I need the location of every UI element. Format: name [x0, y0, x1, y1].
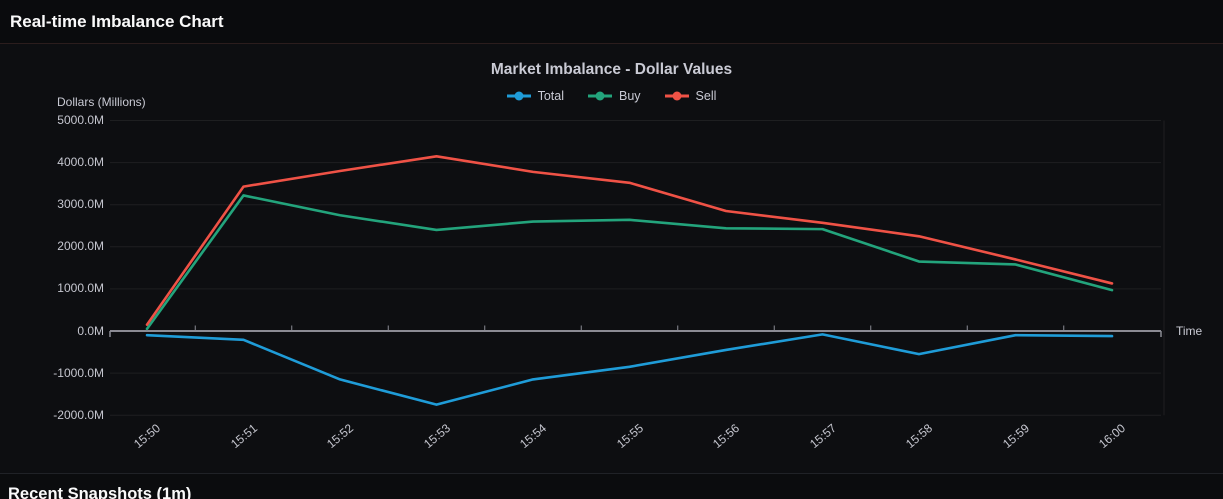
- y-tick-label: -2000.0M: [53, 407, 104, 422]
- chart-title: Market Imbalance - Dollar Values: [490, 61, 733, 78]
- series-line-sell: [145, 154, 1114, 326]
- section-footer: Recent Snapshots (1m): [0, 473, 1223, 499]
- section-title-recent-snapshots: Recent Snapshots (1m): [8, 485, 192, 499]
- legend-item-total[interactable]: Total: [506, 89, 564, 103]
- page-header: Real-time Imbalance Chart: [0, 0, 1223, 44]
- y-tick-label: 3000.0M: [57, 197, 104, 212]
- series-line-total: [145, 333, 1114, 406]
- legend-item-sell[interactable]: Sell: [664, 89, 717, 103]
- series-line-buy: [145, 194, 1114, 331]
- y-tick-label: 0.0M: [77, 323, 104, 338]
- legend-marker-total-icon: [506, 91, 531, 101]
- legend-label: Sell: [695, 89, 717, 103]
- y-axis-title: Dollars (Millions): [57, 95, 146, 109]
- legend-marker-sell-icon: [664, 91, 689, 101]
- y-tick-label: 5000.0M: [57, 113, 104, 127]
- legend-label: Buy: [619, 89, 641, 103]
- legend-marker-buy-icon: [588, 91, 612, 101]
- page-title: Real-time Imbalance Chart: [10, 12, 224, 31]
- chart-legend: Total Buy Sell: [0, 89, 1223, 103]
- x-axis-title: Time: [1176, 324, 1203, 338]
- y-tick-label: 2000.0M: [57, 239, 104, 254]
- y-tick-label: 1000.0M: [57, 281, 104, 296]
- y-tick-label: 4000.0M: [57, 155, 104, 170]
- y-tick-label: -1000.0M: [53, 365, 104, 380]
- legend-label: Total: [537, 89, 564, 103]
- legend-item-buy[interactable]: Buy: [588, 89, 641, 103]
